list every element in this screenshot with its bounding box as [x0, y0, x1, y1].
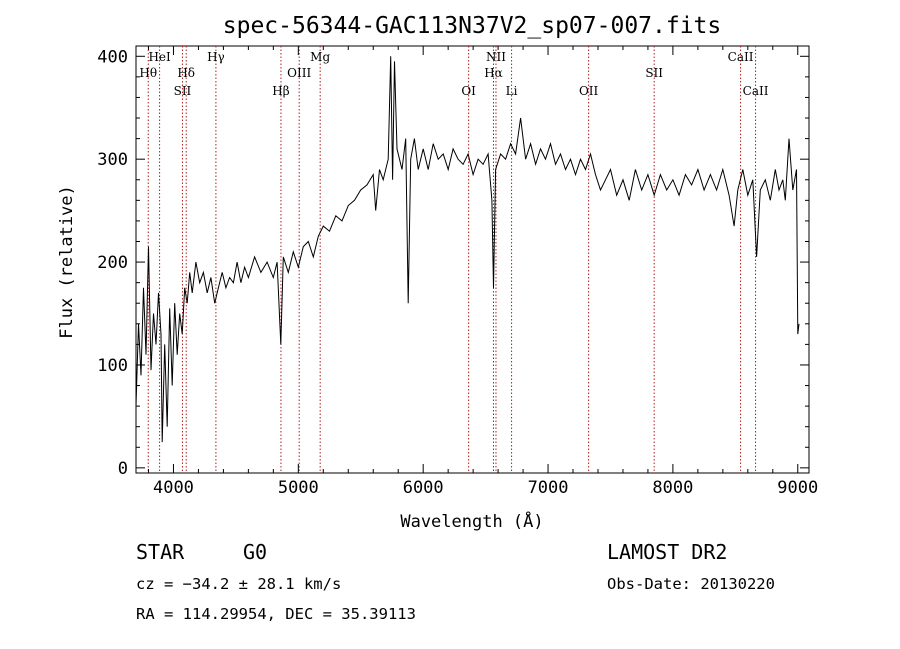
y-tick-label: 300	[97, 150, 128, 170]
spectrum-series	[135, 56, 800, 443]
plot-frame	[135, 45, 810, 474]
x-tick-label: 8000	[652, 478, 693, 498]
x-axis-label: Wavelength (Å)	[400, 510, 543, 532]
y-tick-label: 200	[97, 253, 128, 273]
spectral-line-label: HeI	[148, 50, 171, 64]
x-tick-label: 5000	[278, 478, 319, 498]
spectral-line-label: OIII	[287, 66, 311, 80]
spectral-line-label: NII	[486, 50, 506, 64]
spectral-line-label: Mg	[310, 50, 330, 64]
survey-name: LAMOST DR2	[607, 540, 727, 564]
spectral-line-label: Hδ	[177, 66, 195, 80]
spectral-line-label: SII	[174, 84, 192, 98]
y-axis-label: Flux (relative)	[57, 185, 77, 339]
object-type: STAR	[136, 540, 185, 564]
chart-title: spec-56344-GAC113N37V2_sp07-007.fits	[223, 13, 722, 39]
redshift-cz: cz = −34.2 ± 28.1 km/s	[136, 575, 341, 593]
y-tick-label: 0	[118, 459, 128, 479]
y-tick-label: 100	[97, 356, 128, 376]
spectral-line-label: Li	[506, 84, 518, 98]
spectral-line-label: SII	[645, 66, 663, 80]
x-tick-label: 4000	[153, 478, 194, 498]
spectral-line-label: Hα	[484, 66, 503, 80]
coordinates: RA = 114.29954, DEC = 35.39113	[136, 605, 416, 623]
x-tick-label: 6000	[403, 478, 444, 498]
spectral-line-label: Hγ	[207, 50, 225, 64]
obs-date: Obs-Date: 20130220	[607, 575, 775, 593]
spectral-line-markers: HeI Hθ Hδ SII Hγ Mg OIII Hβ NII Hα OI Li OII SII CaII C…	[139, 46, 769, 473]
spectral-line-label: CaII	[743, 84, 769, 98]
spectral-line-label: Hβ	[272, 84, 289, 98]
spectral-line-label: Hθ	[139, 66, 157, 80]
x-tick-label: 9000	[777, 478, 818, 498]
spectral-line-label: OI	[461, 84, 476, 98]
spectral-line-label: CaII	[728, 50, 754, 64]
object-subclass: G0	[243, 540, 267, 564]
axis-ticks: 4000 5000 6000 7000 8000 9000 0 100 200 300 400	[97, 46, 818, 498]
y-tick-label: 400	[97, 47, 128, 67]
x-tick-label: 7000	[528, 478, 569, 498]
spectral-line-label: OII	[579, 84, 599, 98]
